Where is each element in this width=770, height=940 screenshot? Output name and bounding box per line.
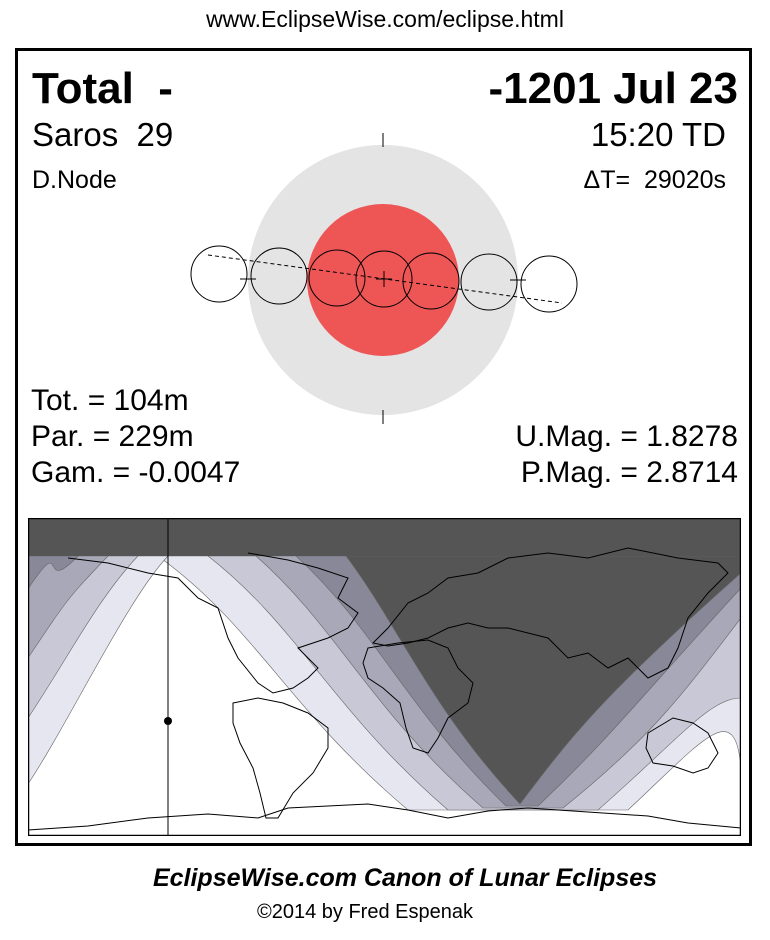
- moon-p4: [520, 255, 578, 313]
- night-full-north: [28, 518, 741, 556]
- delta-t: ΔT= 29020s: [583, 166, 726, 194]
- footer-title: EclipseWise.com Canon of Lunar Eclipses: [152, 864, 658, 892]
- moon-positions: [190, 245, 578, 313]
- saros-number: Saros 29: [32, 116, 174, 153]
- moon-u3: [402, 252, 460, 310]
- partial-duration: Par. = 229m: [31, 420, 194, 453]
- coastlines: [28, 547, 741, 831]
- moon-u2: [308, 249, 366, 307]
- cross-marks: [240, 133, 526, 424]
- node: D.Node: [32, 166, 117, 194]
- africa-outline: [362, 639, 474, 754]
- europe-asia-outline: [371, 547, 729, 679]
- sub-lunar-point: [164, 717, 172, 725]
- footer-copyright: ©2014 by Fred Espenak: [257, 901, 473, 923]
- moon-p1: [190, 245, 248, 303]
- umbral-magnitude: U.Mag. = 1.8278: [515, 420, 738, 453]
- moon-greatest: [355, 250, 413, 308]
- eclipse-date: -1201 Jul 23: [488, 64, 739, 113]
- eclipse-frame: [15, 48, 752, 846]
- umbra-shadow: [307, 204, 459, 356]
- page-url: www.EclipseWise.com/eclipse.html: [206, 6, 564, 32]
- australia-outline: [645, 717, 719, 774]
- band-1-wrap: [28, 555, 79, 590]
- antarctica-outline: [28, 803, 741, 831]
- eclipse-type: Total -: [32, 64, 173, 113]
- map-border: [28, 518, 741, 836]
- south-america-outline: [232, 697, 329, 819]
- moon-u1: [250, 247, 308, 305]
- north-america-outline: [67, 552, 359, 694]
- total-duration: Tot. = 104m: [31, 384, 189, 417]
- eclipse-time: 15:20 TD: [590, 116, 726, 153]
- moon-u4: [460, 253, 518, 311]
- eclipse-diagram: [190, 133, 578, 424]
- visibility-map: [28, 518, 741, 836]
- night-full: [345, 555, 741, 805]
- gamma: Gam. = -0.0047: [31, 456, 241, 489]
- penumbral-magnitude: P.Mag. = 2.8714: [520, 456, 738, 489]
